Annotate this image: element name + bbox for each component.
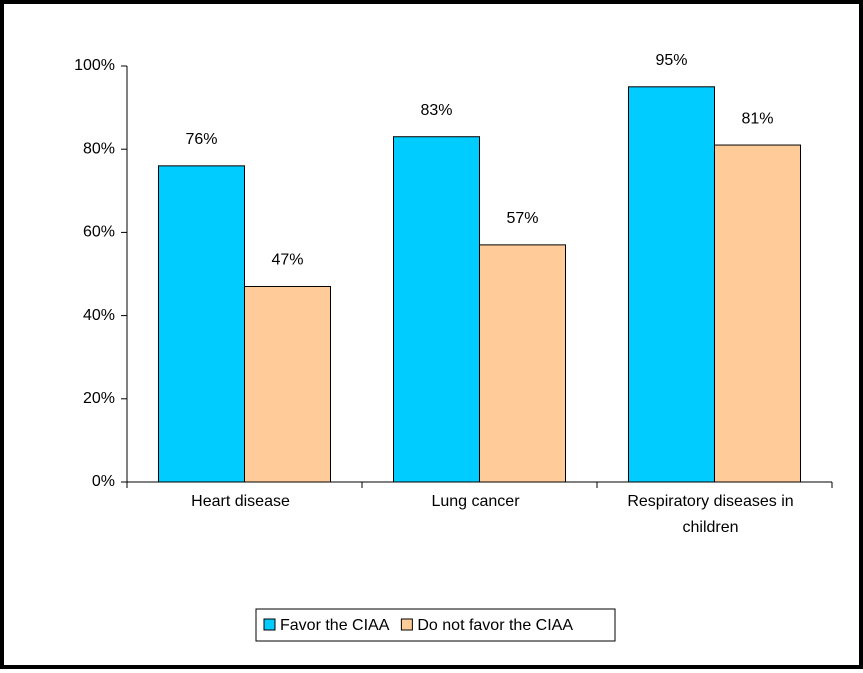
x-tick-label: Heart disease [191,493,290,510]
value-label: 81% [741,110,773,127]
y-tick-label: 60% [83,224,115,241]
value-label: 76% [185,131,217,148]
bar [628,86,715,483]
legend-swatch [400,618,413,631]
bar [244,285,331,483]
value-label: 57% [506,210,538,227]
legend-label: Favor the CIAA [280,617,390,634]
bar [714,144,801,483]
y-tick-label: 100% [74,57,115,74]
x-tick-label: Respiratory diseases in children [627,493,794,536]
value-label: 95% [655,52,687,69]
bar [393,136,480,483]
legend-label: Do not favor the CIAA [417,617,573,634]
y-tick-label: 0% [92,473,115,490]
chart: 0% 20% 40% 60% 80% 100% 76% 47% 83% 57% 95% 81% Favo… [74,52,833,642]
legend-swatch [263,618,276,631]
value-label: 47% [271,252,303,269]
value-label: 83% [420,102,452,119]
x-tick-label: Lung cancer [431,493,520,510]
y-tick-label: 20% [83,390,115,407]
legend-box [255,608,616,642]
bar [479,244,566,483]
bar [158,165,245,483]
y-tick-label: 40% [83,307,115,324]
y-tick-label: 80% [83,140,115,157]
